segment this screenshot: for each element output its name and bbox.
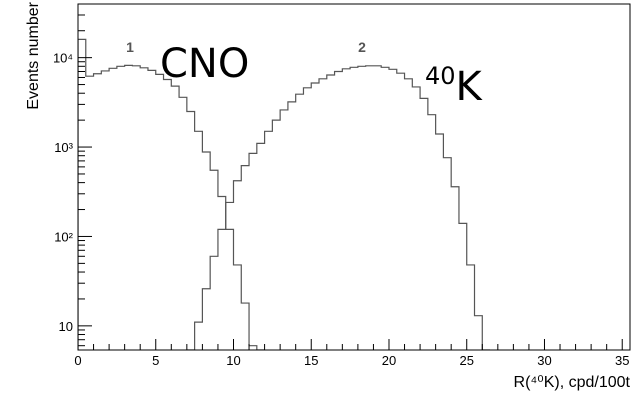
y-tick-label: 10³	[54, 140, 73, 155]
x-tick-label: 0	[74, 353, 81, 368]
k40-symbol: K	[456, 64, 484, 110]
y-tick-label: 10²	[54, 229, 73, 244]
x-tick-label: 20	[382, 353, 396, 368]
y-tick-label: 10	[59, 319, 73, 334]
peak-2-label: 2	[358, 39, 366, 55]
x-tick-label: 25	[459, 353, 473, 368]
k40-annotation: 40K	[425, 62, 484, 110]
cno-annotation: CNO	[160, 41, 249, 87]
ticks-layer: 0 5 10 15 20 25 30 35 10 10² 10³ 10⁴	[53, 14, 629, 368]
peak-1-label: 1	[126, 39, 134, 55]
series-layer	[78, 38, 491, 350]
x-tick-label: 30	[537, 353, 551, 368]
y-axis-label: Events number	[25, 1, 42, 109]
plot-frame	[77, 3, 631, 351]
x-tick-label: 15	[304, 353, 318, 368]
series-1-histogram	[78, 38, 265, 350]
y-tick-label: 10⁴	[53, 51, 73, 66]
x-axis-label: R(⁴⁰K), cpd/100t	[514, 374, 631, 391]
x-tick-label: 5	[152, 353, 159, 368]
k40-superscript: 40	[425, 62, 456, 90]
series-2-histogram	[186, 65, 491, 350]
x-tick-label: 35	[615, 353, 629, 368]
x-tick-label: 10	[226, 353, 240, 368]
